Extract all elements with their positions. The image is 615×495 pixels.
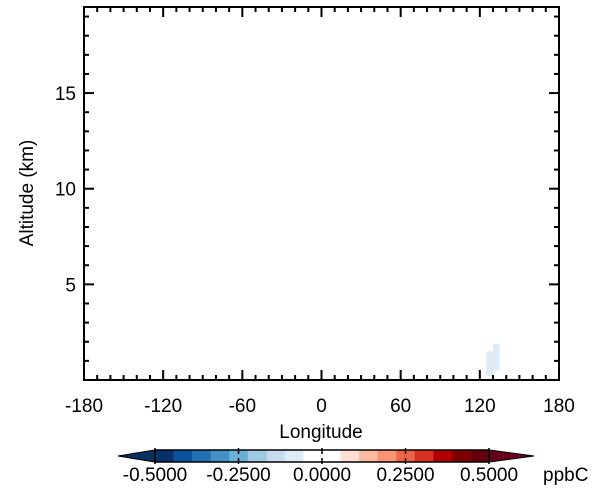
colorbar-swatch [155,450,175,462]
colorbar-tick-label: -0.5000 [123,465,187,486]
colorbar-swatch [340,450,360,462]
heatmap-cell [387,362,395,380]
heatmap-cell [473,358,480,380]
x-tick-label: 120 [464,396,496,417]
colorbar-swatch [173,450,193,462]
y-axis-title: Altitude (km) [17,140,38,247]
y-tick-label: 10 [55,180,76,201]
colorbar-tick-label: 0.5000 [460,465,518,486]
heatmap-cell [248,351,263,380]
x-tick-labels: -180 -120 -60 0 60 120 180 [65,396,575,417]
heatmap-cell [499,330,507,380]
heatmap-cell [242,357,249,380]
colorbar-swatch [266,450,286,462]
colorbar-swatch [377,450,397,462]
x-tick-label: -120 [144,396,182,417]
colorbar-swatch [414,450,434,462]
colorbar-tick-label: 0.2500 [376,465,434,486]
colorbar-swatch [359,450,379,462]
x-tick-label: 0 [316,396,327,417]
plot-frame [83,6,560,381]
colorbar-swatch [322,450,342,462]
x-tick-label: -60 [229,396,256,417]
colorbar-swatch [229,450,249,462]
colorbar-units: ppbC [543,465,588,486]
y-tick-label: 15 [55,84,76,105]
heatmap-cell [512,358,520,380]
colorbar-tick-labels: -0.5000 -0.2500 0.0000 0.2500 0.5000 [123,465,518,486]
colorbar [117,448,535,464]
heatmap-cell [486,351,494,377]
colorbar-swatch [192,450,212,462]
colorbar-over-arrow [488,449,535,463]
heatmap-cell [262,357,269,380]
y-tick-labels: 5 10 15 [55,84,76,296]
x-tick-label: -180 [65,396,103,417]
y-tick-label: 5 [65,275,76,296]
axis-ticks [83,7,560,380]
x-axis-title: Longitude [279,422,362,443]
colorbar-tick-label: -0.2500 [206,465,270,486]
colorbar-swatch [284,450,304,462]
heatmap-cell [218,360,226,380]
heatmap-cells [218,324,520,380]
heatmap-cell [394,358,408,380]
colorbar-under-arrow [117,449,156,463]
colorbar-swatch [303,450,323,462]
heatmap-cell [493,343,500,371]
heatmap-cell [479,341,487,380]
x-tick-label: 180 [543,396,575,417]
colorbar-tick-label: 0.0000 [293,465,351,486]
x-tick-label: 60 [390,396,411,417]
colorbar-swatch [451,450,471,462]
colorbar-swatch [396,450,416,462]
heatmap-cell [506,341,513,380]
colorbar-swatch [210,450,230,462]
colorbar-swatch [470,450,490,462]
colorbar-swatch [247,450,267,462]
colorbar-swatch [433,450,453,462]
